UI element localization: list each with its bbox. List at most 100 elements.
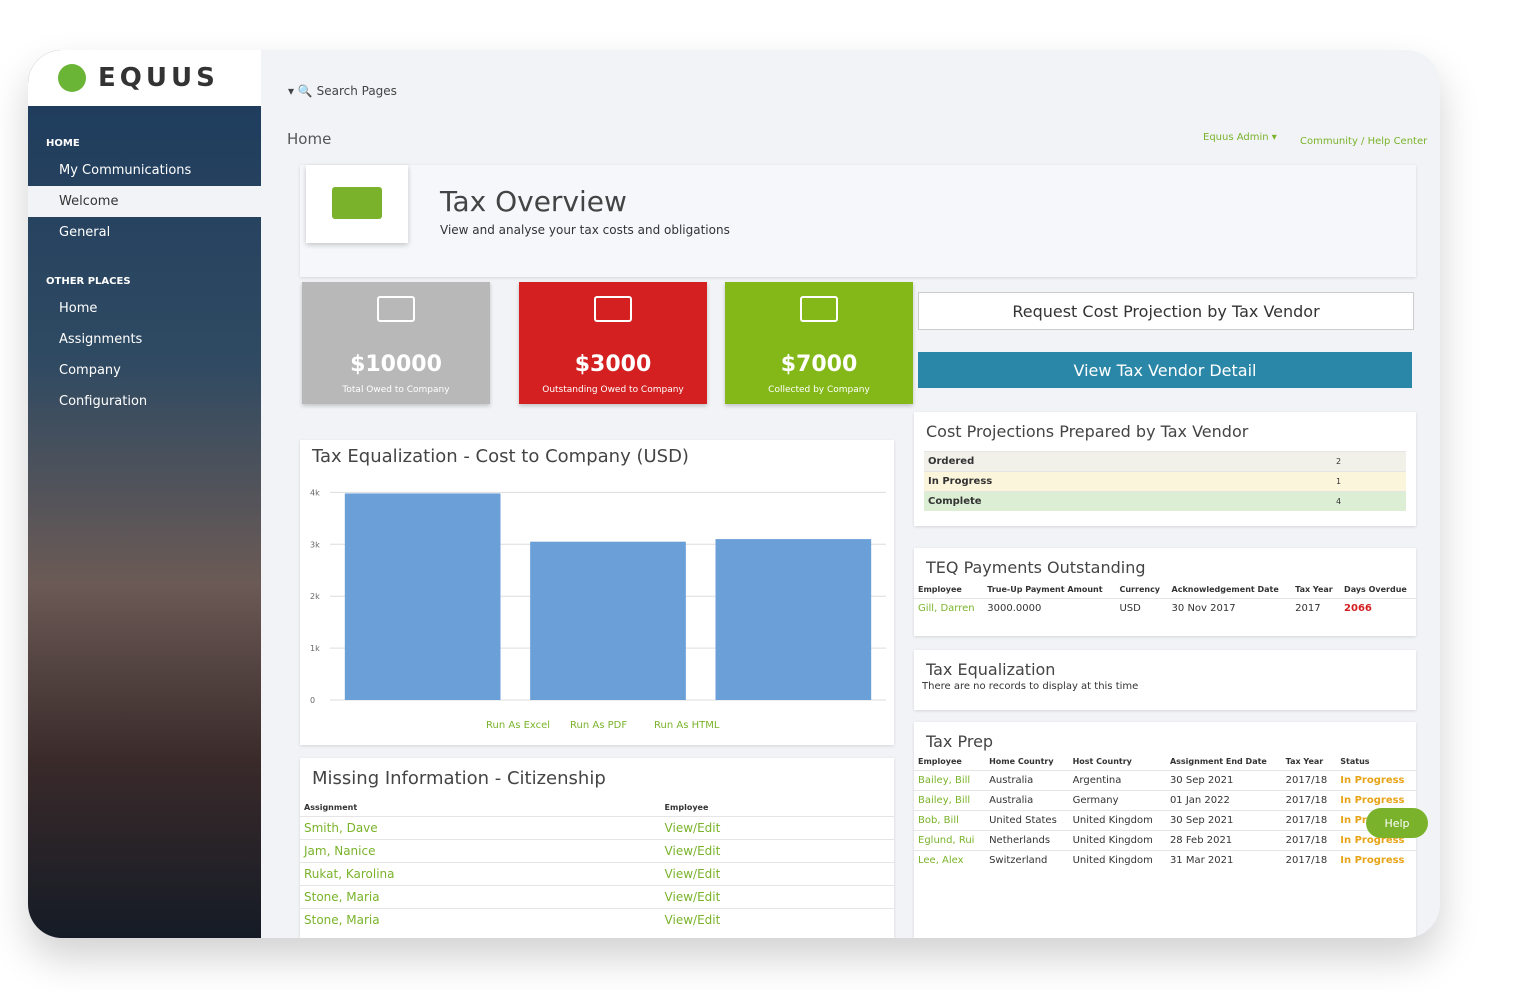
cell: 2066: [1340, 598, 1416, 618]
page-subtitle: View and analyse your tax costs and obli…: [440, 223, 730, 237]
cell: 30 Nov 2017: [1167, 598, 1292, 618]
row: In Progress 1: [924, 471, 1406, 492]
cell[interactable]: Stone, Maria: [300, 908, 661, 931]
cell[interactable]: View/Edit: [660, 908, 894, 931]
cell: 1: [1332, 471, 1406, 492]
missing-title: Missing Information - Citizenship: [312, 768, 606, 789]
row: Bailey, Bill Australia Argentina 30 Sep 202…: [914, 770, 1416, 791]
logo: EQUUS: [28, 50, 261, 106]
bar: [344, 493, 501, 700]
help-button[interactable]: Help: [1366, 808, 1428, 838]
column-header: Tax Year: [1295, 585, 1333, 594]
cell[interactable]: Eglund, Rui: [914, 830, 986, 851]
sidebar: EQUUS HOME My Communications Welcome Genera…: [28, 50, 261, 938]
user[interactable]: Equus Admin: [1203, 132, 1269, 143]
nav-item[interactable]: My Communications: [59, 163, 192, 178]
row: Gill, Darren 3000.0000 USD 30 Nov 2017 2017 2…: [914, 598, 1416, 618]
app-window: EQUUS HOME My Communications Welcome Genera…: [28, 50, 1440, 938]
missing-table: Assignment Employee Smith, Dave View/Edit Ja…: [300, 799, 894, 931]
vendor-button[interactable]: View Tax Vendor Detail: [918, 352, 1412, 388]
nav-item[interactable]: Home: [59, 301, 98, 316]
row: Complete 4: [924, 491, 1406, 511]
teq-panel: TEQ Payments Outstanding Employee True-Up…: [914, 548, 1416, 636]
kpi-card: $7000 Collected by Company: [725, 282, 913, 404]
cell[interactable]: Jam, Nanice: [300, 839, 661, 863]
cell[interactable]: Smith, Dave: [300, 816, 661, 840]
cell: Ordered: [924, 451, 1333, 472]
user-menu[interactable]: Equus Admin ▾: [1203, 132, 1277, 143]
cell: United States: [985, 810, 1069, 831]
nav-item[interactable]: Company: [59, 363, 121, 378]
row: Bailey, Bill Australia Germany 01 Jan 2022 2…: [914, 790, 1416, 811]
help-center[interactable]: Community / Help Center: [1300, 136, 1428, 147]
column-header: Assignment: [304, 803, 358, 812]
cell: In Progress: [924, 471, 1333, 492]
nav-item[interactable]: Welcome: [28, 186, 261, 217]
chart-action[interactable]: Run As HTML: [654, 720, 720, 731]
taxeq-title: Tax Equalization: [926, 660, 1056, 679]
cell[interactable]: Stone, Maria: [300, 885, 661, 909]
kpi-icon: [800, 296, 838, 322]
column-header: Currency: [1119, 585, 1161, 594]
kpi-card: $3000 Outstanding Owed to Company: [519, 282, 707, 404]
row: Eglund, Rui Netherlands United Kingdom 28 F…: [914, 830, 1416, 851]
cell[interactable]: View/Edit: [660, 816, 894, 840]
cell: Australia: [985, 770, 1069, 791]
cell: In Progress: [1336, 790, 1416, 811]
taxprep-title: Tax Prep: [926, 732, 994, 751]
chart-action[interactable]: Run As Excel: [486, 720, 550, 731]
search[interactable]: ▾ 🔍 Search Pages: [288, 84, 397, 98]
cell: 2017: [1291, 598, 1341, 618]
cell: 2017/18: [1281, 790, 1337, 811]
column-header: Host Country: [1072, 757, 1132, 766]
kpi-label: Total Owed to Company: [342, 385, 450, 395]
teq-title: TEQ Payments Outstanding: [926, 558, 1146, 577]
chart-action[interactable]: Run As PDF: [570, 720, 627, 731]
brand: EQUUS: [98, 63, 219, 93]
missing-panel: Missing Information - Citizenship Assign…: [300, 758, 894, 938]
request-button[interactable]: Request Cost Projection by Tax Vendor: [918, 292, 1414, 330]
kpi-value: $10000: [350, 352, 442, 377]
cell[interactable]: Bailey, Bill: [914, 790, 986, 811]
projections-table: Ordered 2 In Progress 1 Complete 4: [924, 451, 1406, 511]
header-row: Assignment Employee: [300, 799, 894, 817]
cell[interactable]: Rukat, Karolina: [300, 862, 661, 886]
kpi-icon: [594, 296, 632, 322]
cell: United Kingdom: [1068, 850, 1166, 870]
cell[interactable]: Lee, Alex: [914, 850, 986, 870]
cell: 31 Mar 2021: [1165, 850, 1282, 870]
cell: 01 Jan 2022: [1165, 790, 1282, 811]
nav-item[interactable]: Assignments: [59, 332, 143, 347]
row: Stone, Maria View/Edit: [300, 908, 894, 931]
cell[interactable]: View/Edit: [660, 885, 894, 909]
row: Smith, Dave View/Edit: [300, 816, 894, 840]
y-tick-label: 3k: [310, 540, 320, 549]
cell: 28 Feb 2021: [1165, 830, 1282, 851]
column-header: Assignment End Date: [1169, 757, 1267, 766]
cell: Netherlands: [985, 830, 1069, 851]
column-header: Employee: [664, 803, 709, 812]
cell: Australia: [985, 790, 1069, 811]
taxeq-panel: Tax Equalization There are no records to…: [914, 650, 1416, 710]
kpi-card: $10000 Total Owed to Company: [302, 282, 490, 404]
y-tick-label: 0: [310, 696, 315, 705]
column-header: Days Overdue: [1344, 585, 1407, 594]
chart-panel: Tax Equalization - Cost to Company (USD)…: [300, 440, 894, 745]
cell[interactable]: Bob, Bill: [914, 810, 986, 831]
column-header: Home Country: [989, 757, 1054, 766]
cell: 4: [1332, 491, 1406, 511]
kpi-icon: [377, 296, 415, 322]
cell[interactable]: View/Edit: [660, 862, 894, 886]
search-text[interactable]: Search Pages: [316, 84, 397, 98]
taxeq-message: There are no records to display at this …: [922, 681, 1139, 692]
projections-title: Cost Projections Prepared by Tax Vendor: [926, 422, 1249, 441]
cell[interactable]: Gill, Darren: [914, 598, 984, 618]
nav-item[interactable]: General: [59, 225, 111, 240]
column-header: True-Up Payment Amount: [987, 585, 1103, 594]
chart-title: Tax Equalization - Cost to Company (USD): [311, 446, 689, 467]
cell[interactable]: View/Edit: [660, 839, 894, 863]
cell: USD: [1115, 598, 1168, 618]
cell[interactable]: Bailey, Bill: [914, 770, 986, 791]
nav-item[interactable]: Configuration: [59, 394, 148, 409]
header-icon: [306, 165, 408, 243]
